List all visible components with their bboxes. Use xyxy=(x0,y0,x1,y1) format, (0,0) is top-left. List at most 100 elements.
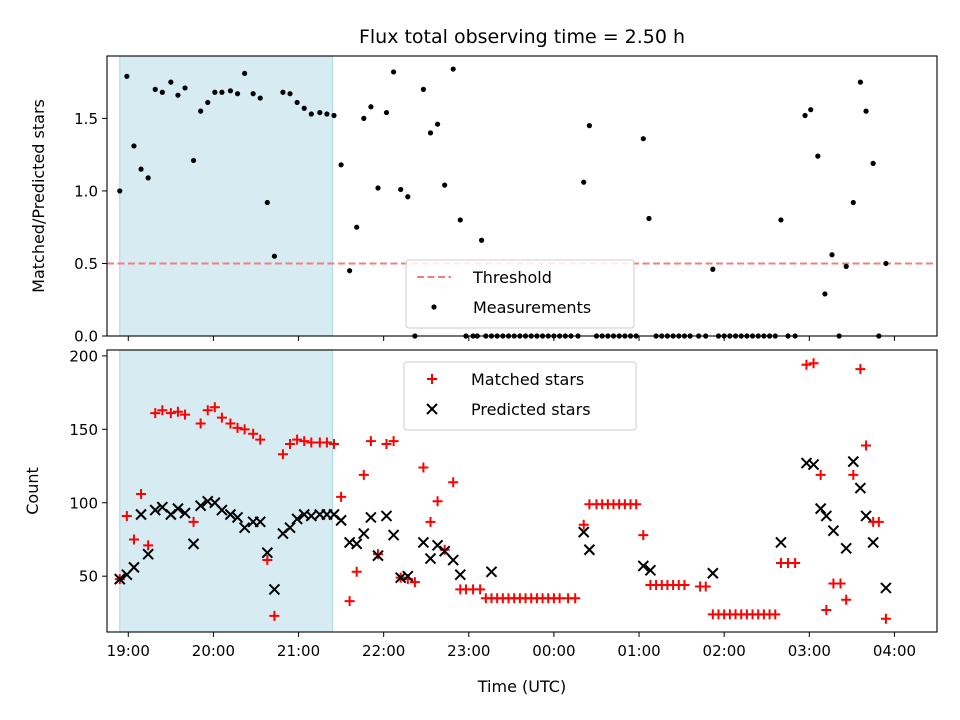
data-point xyxy=(338,162,344,168)
data-point xyxy=(301,105,307,111)
data-point xyxy=(257,95,263,101)
data-point xyxy=(225,418,236,429)
data-point xyxy=(194,499,207,512)
data-point xyxy=(172,502,184,515)
data-point xyxy=(216,504,228,516)
x-tick-label: 22:00 xyxy=(362,642,405,660)
data-point xyxy=(294,99,300,106)
data-point xyxy=(227,88,234,94)
data-point xyxy=(149,504,161,516)
data-point xyxy=(808,358,819,369)
data-point xyxy=(336,491,347,502)
data-point xyxy=(150,408,161,419)
legend-label: Threshold xyxy=(472,268,552,287)
data-point xyxy=(165,408,176,419)
data-point xyxy=(390,69,397,75)
data-point xyxy=(131,143,137,149)
data-point xyxy=(822,291,828,297)
data-point xyxy=(291,513,303,525)
y-tick-label: 0.5 xyxy=(74,255,98,273)
data-point xyxy=(808,107,814,113)
highlight-span xyxy=(119,55,334,337)
data-point xyxy=(175,92,181,98)
data-point xyxy=(159,89,165,95)
x-tick-label: 21:00 xyxy=(277,642,320,660)
data-point xyxy=(821,604,832,615)
data-point xyxy=(427,374,437,384)
y-tick-label: 100 xyxy=(69,494,98,512)
data-point xyxy=(347,268,353,274)
data-point xyxy=(418,462,429,473)
data-point xyxy=(710,266,716,272)
data-point xyxy=(424,552,437,565)
data-point xyxy=(814,502,827,515)
data-point xyxy=(485,566,498,578)
data-point xyxy=(405,194,411,200)
data-point xyxy=(417,536,430,549)
x-axis-label: Time (UTC) xyxy=(477,677,566,696)
data-point xyxy=(280,89,286,95)
y-tick-label: 50 xyxy=(79,568,98,586)
data-point xyxy=(209,402,220,413)
data-point xyxy=(778,217,784,223)
data-point xyxy=(873,516,884,527)
data-point xyxy=(883,260,889,267)
data-point xyxy=(232,422,243,433)
data-point xyxy=(264,199,270,206)
data-point xyxy=(450,66,456,72)
data-point xyxy=(372,549,384,562)
data-point xyxy=(321,437,332,448)
y-axis-label: Count xyxy=(23,467,42,515)
data-point xyxy=(835,578,846,589)
data-point xyxy=(644,564,657,577)
data-point xyxy=(365,436,376,447)
ratio-panel: 0.0 0.5 1.0 1.5 Matched/Predicted stars Thres… xyxy=(29,55,938,346)
data-point xyxy=(329,439,340,449)
data-point xyxy=(195,418,206,429)
data-point xyxy=(850,199,856,206)
data-point xyxy=(358,527,370,540)
data-point xyxy=(815,153,821,159)
data-point xyxy=(457,217,463,223)
data-point xyxy=(361,115,367,121)
data-point xyxy=(121,510,132,521)
data-point xyxy=(308,111,314,117)
data-point xyxy=(224,508,237,521)
legend-label: Measurements xyxy=(473,298,591,317)
legend-box xyxy=(405,259,635,329)
highlight-span xyxy=(119,349,334,633)
legend-label: Predicted stars xyxy=(471,400,591,419)
data-point xyxy=(637,560,650,572)
data-point xyxy=(855,364,866,375)
y-tick-label: 0.0 xyxy=(74,328,98,346)
data-point xyxy=(262,555,273,566)
data-point xyxy=(426,403,438,415)
data-point xyxy=(317,109,323,116)
data-point xyxy=(138,166,144,172)
data-point xyxy=(427,130,434,136)
legend-box xyxy=(403,361,637,431)
data-point xyxy=(136,488,147,499)
data-point xyxy=(631,499,642,510)
legend-label: Matched stars xyxy=(471,370,584,389)
data-point xyxy=(242,70,248,77)
data-point xyxy=(863,108,869,114)
data-point xyxy=(583,544,596,556)
data-point xyxy=(679,580,690,590)
data-point xyxy=(554,593,565,604)
data-point xyxy=(432,496,443,507)
data-point xyxy=(168,79,174,85)
data-point xyxy=(801,359,812,370)
data-point xyxy=(216,412,227,423)
data-point xyxy=(145,175,151,181)
y-tick-label: 150 xyxy=(69,421,98,439)
data-point xyxy=(351,566,362,577)
data-point xyxy=(707,567,719,579)
data-point xyxy=(172,406,183,417)
data-point xyxy=(128,561,140,574)
data-point xyxy=(135,508,147,521)
data-point xyxy=(381,439,392,449)
data-point xyxy=(581,179,587,185)
legend: Threshold Measurements xyxy=(405,259,635,329)
data-point xyxy=(383,109,390,116)
